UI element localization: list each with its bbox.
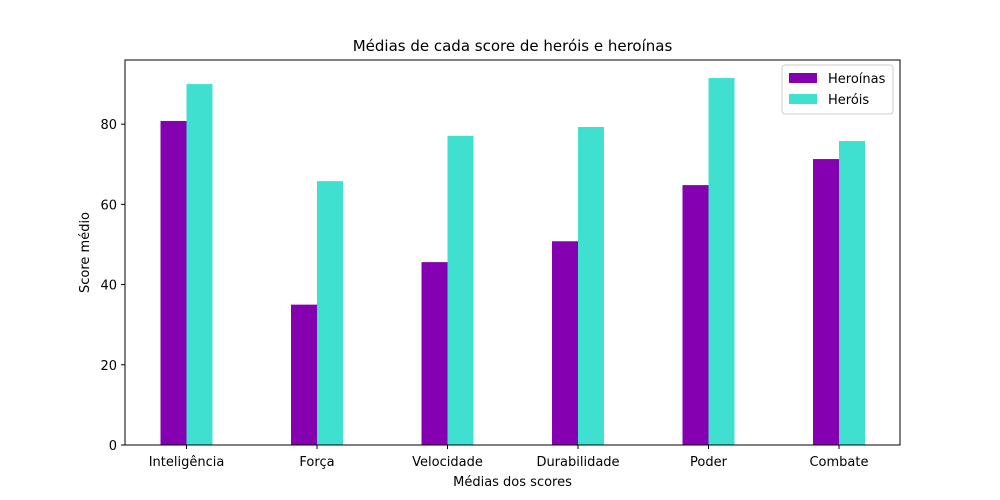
bar <box>839 141 865 445</box>
x-tick-label: Durabilidade <box>536 455 619 470</box>
y-tick-label: 0 <box>109 439 117 454</box>
bar <box>813 159 839 445</box>
y-tick-label: 60 <box>100 198 117 213</box>
bar <box>421 262 448 445</box>
bar <box>552 241 578 445</box>
y-tick-label: 20 <box>100 359 117 374</box>
y-axis-label: Score médio <box>78 212 93 293</box>
legend-label: Heróis <box>828 93 869 108</box>
x-tick-label: Inteligência <box>149 455 225 470</box>
plot-frame <box>124 59 901 446</box>
chart-title: Médias de cada score de heróis e heroína… <box>353 37 673 55</box>
x-tick-label: Força <box>299 455 334 470</box>
legend-swatch <box>789 73 817 83</box>
y-axis: 0 20 40 60 80 <box>100 118 125 454</box>
y-tick-label: 80 <box>100 118 117 133</box>
bar <box>682 185 709 445</box>
bar <box>186 84 213 445</box>
x-axis-label: Médias dos scores <box>453 475 572 490</box>
bar <box>160 120 187 445</box>
x-tick-label: Combate <box>809 455 868 470</box>
x-tick-label: Velocidade <box>412 455 483 470</box>
bar <box>578 126 604 445</box>
x-axis: Inteligência Força Velocidade Durabilidade P… <box>149 445 869 470</box>
bars-group <box>160 78 865 446</box>
bar <box>447 135 474 445</box>
x-tick-label: Poder <box>690 455 728 470</box>
bar <box>708 78 735 445</box>
legend-swatch <box>789 94 817 104</box>
legend-label: Heroínas <box>828 72 886 87</box>
bar <box>317 181 343 446</box>
legend: Heroínas Heróis <box>781 64 894 115</box>
y-tick-label: 40 <box>100 279 117 294</box>
bar <box>291 304 317 445</box>
